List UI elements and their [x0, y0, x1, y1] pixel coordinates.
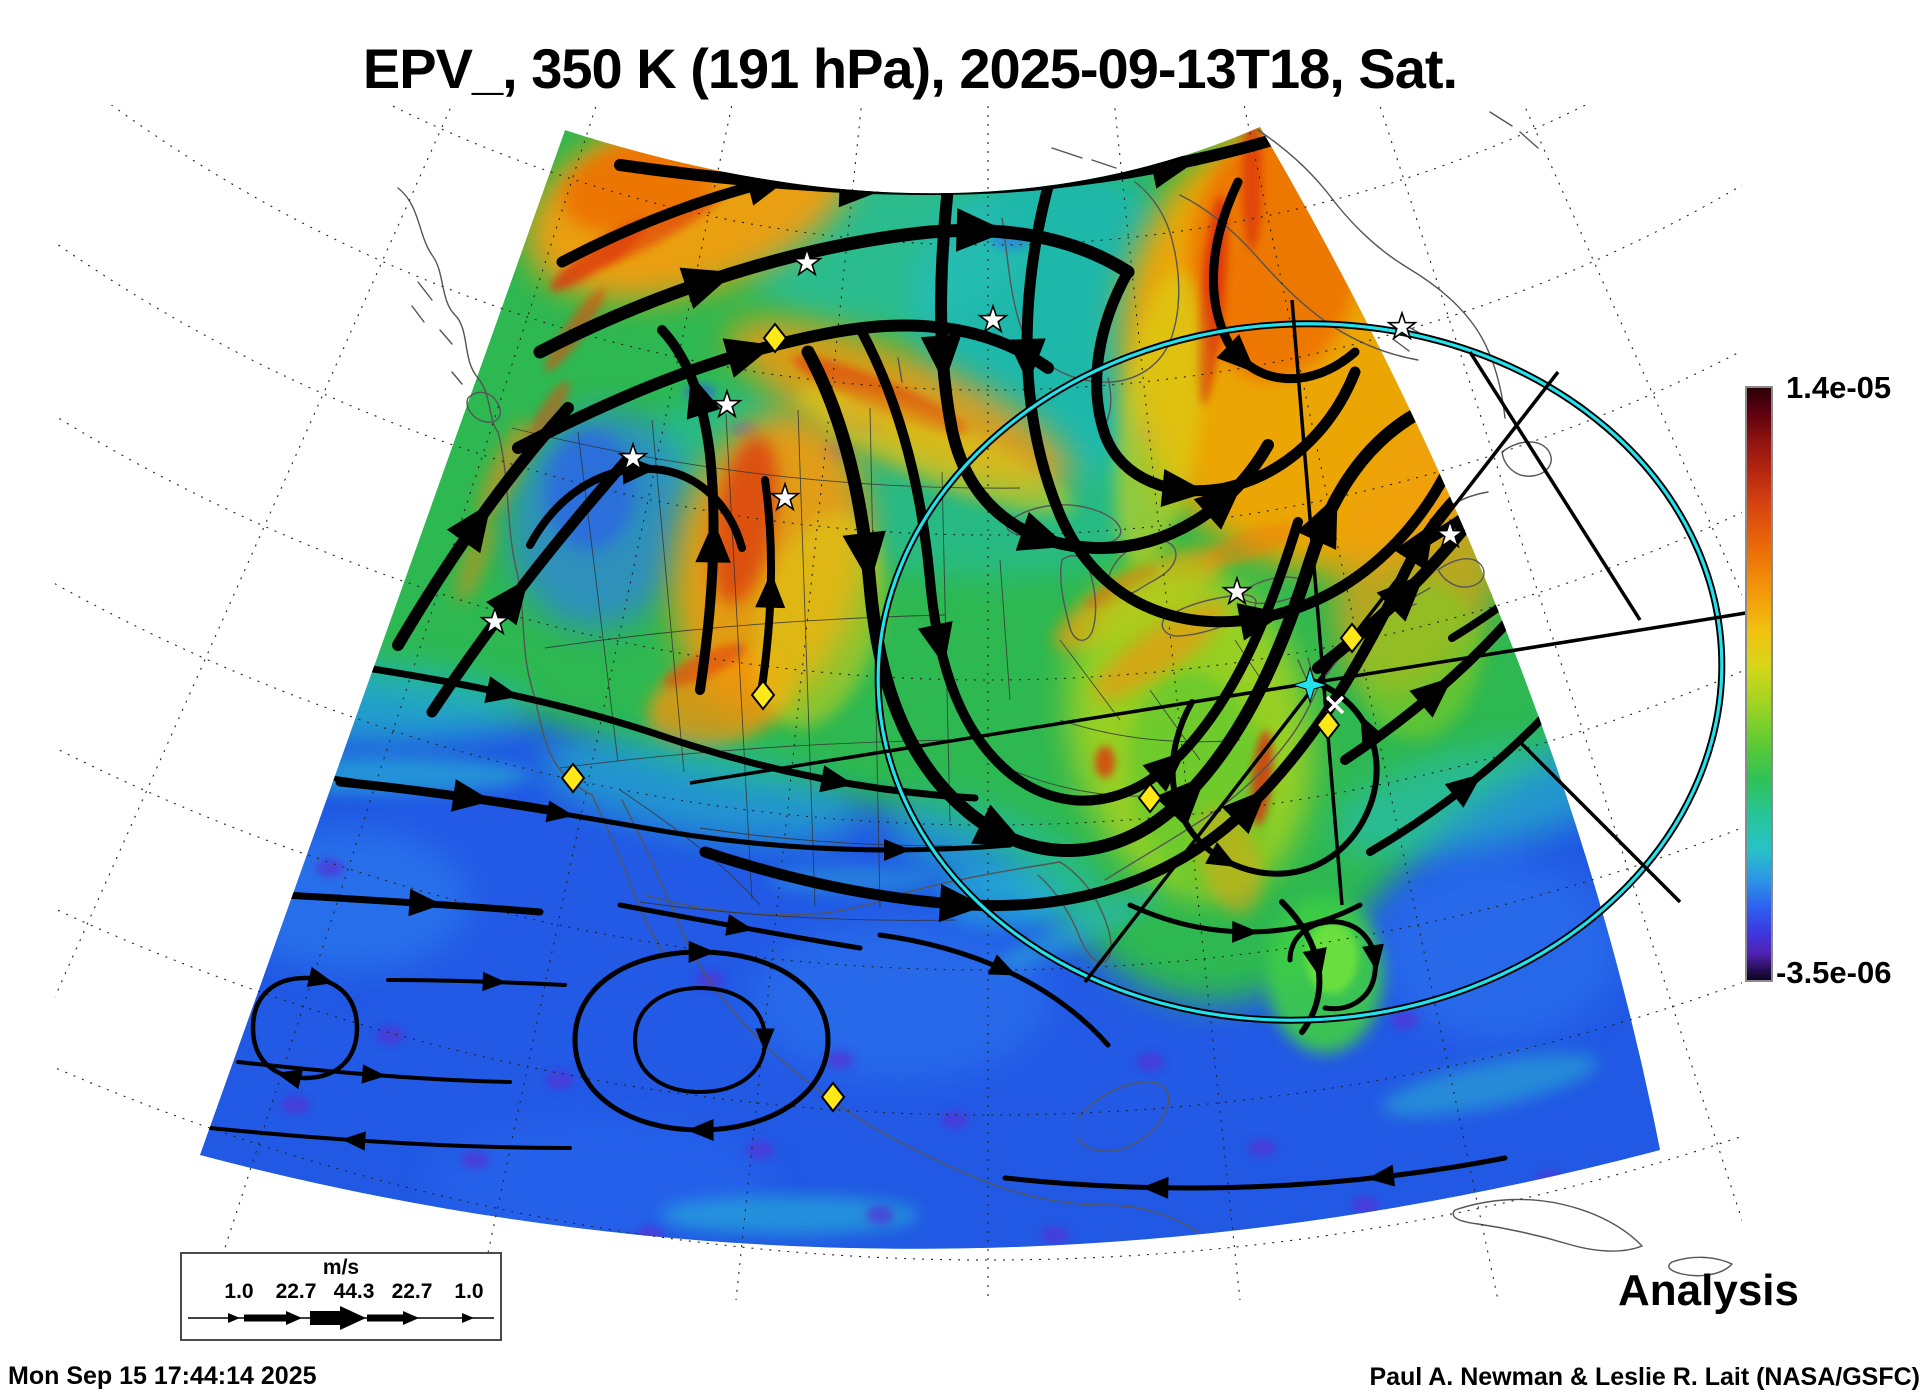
aux-x-marker — [1325, 695, 1345, 715]
site-diamond-marker — [762, 322, 788, 354]
mode-label: Analysis — [1618, 1266, 1799, 1315]
wind-legend-tick: 1.0 — [454, 1280, 484, 1303]
wind-legend-tick: 22.7 — [391, 1280, 433, 1303]
streamlines — [208, 127, 1576, 1249]
station-markers — [479, 246, 1466, 1113]
wind-legend-arrow-scale — [188, 1306, 494, 1330]
graticule — [55, 105, 1742, 1301]
site-star-marker — [791, 246, 823, 277]
wind-legend-tick: 22.7 — [275, 1280, 317, 1303]
wind-speed-legend: m/s 1.0 22.7 44.3 22.7 1.0 — [180, 1252, 502, 1341]
flight-origin-marker — [1291, 666, 1329, 704]
wind-legend-units: m/s — [322, 1256, 360, 1279]
site-diamond-marker — [1315, 709, 1341, 741]
site-star-marker — [1386, 310, 1418, 341]
site-diamond-marker — [820, 1081, 846, 1113]
site-star-marker — [479, 605, 511, 636]
site-star-marker — [1221, 575, 1253, 606]
site-diamond-marker — [1339, 622, 1365, 654]
author-credit: Paul A. Newman & Leslie R. Lait (NASA/GS… — [1369, 1363, 1920, 1391]
site-star-marker — [617, 441, 649, 472]
site-star-marker — [977, 303, 1009, 334]
colorbar — [1745, 386, 1773, 982]
colorbar-max-label: 1.4e-05 — [1786, 370, 1892, 405]
site-star-marker — [769, 481, 801, 512]
site-star-marker — [711, 388, 743, 419]
site-star-marker — [1434, 518, 1466, 549]
state-borders — [511, 407, 1269, 921]
flight-annotations — [689, 299, 1753, 1024]
site-diamond-marker — [560, 762, 586, 794]
wind-legend-tick: 1.0 — [224, 1280, 254, 1303]
creation-timestamp: Mon Sep 15 17:44:14 2025 — [8, 1362, 317, 1390]
wind-legend-tick: 44.3 — [333, 1280, 375, 1303]
plot-title: EPV_, 350 K (191 hPa), 2025-09-13T18, Sa… — [362, 37, 1458, 100]
site-diamond-marker — [1137, 782, 1163, 814]
site-diamond-marker — [750, 679, 776, 711]
colorbar-min-label: -3.5e-06 — [1776, 955, 1892, 990]
